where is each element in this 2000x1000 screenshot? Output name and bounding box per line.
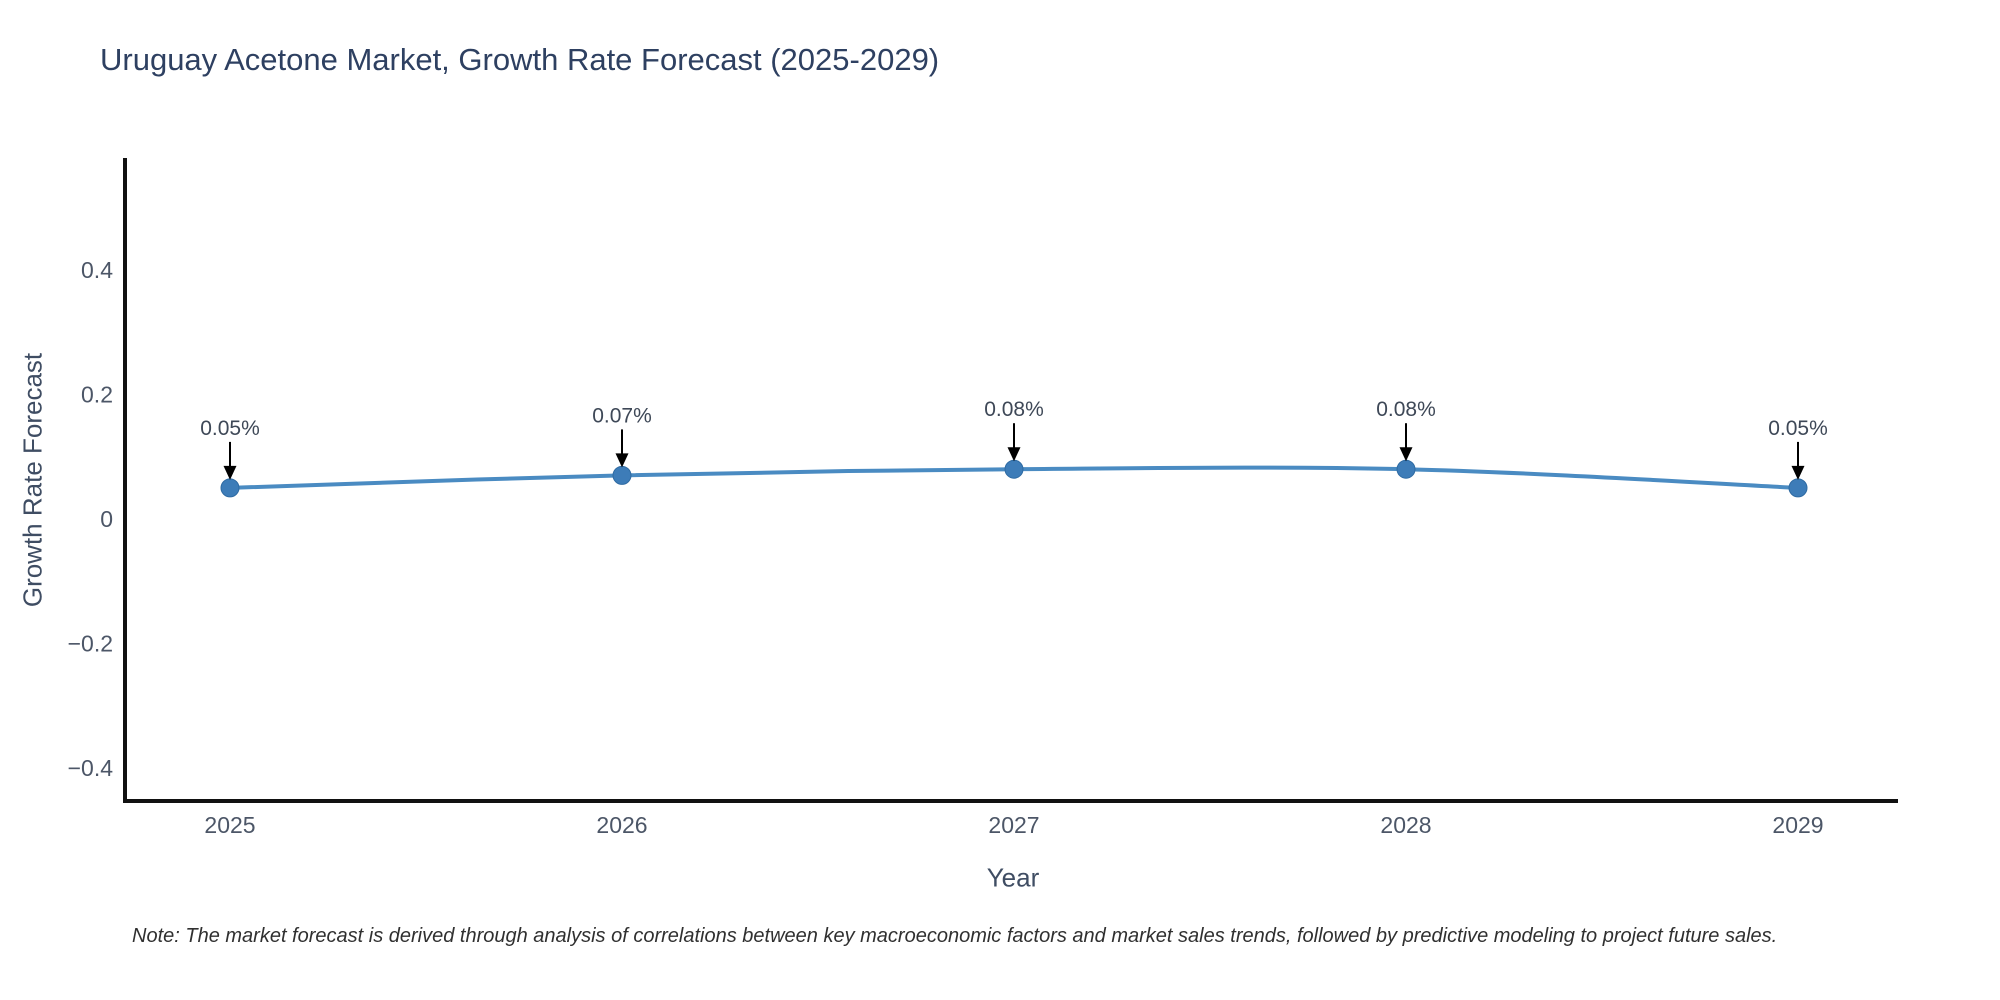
y-tick-label: 0.2 xyxy=(81,382,113,408)
data-point[interactable] xyxy=(220,478,240,498)
y-tick-label: −0.4 xyxy=(68,755,114,781)
x-tick-label: 2025 xyxy=(204,812,255,838)
annotation-arrowhead-icon xyxy=(1399,447,1413,462)
x-tick-label: 2027 xyxy=(988,812,1039,838)
annotation-arrowhead-icon xyxy=(1007,447,1021,462)
y-tick-label: 0.4 xyxy=(81,257,113,283)
y-axis-title: Growth Rate Forecast xyxy=(17,352,48,608)
data-point[interactable] xyxy=(612,465,632,485)
y-tick-label: 0 xyxy=(100,506,113,532)
annotation-arrowhead-icon xyxy=(223,465,237,480)
footnote: Note: The market forecast is derived thr… xyxy=(132,925,1778,947)
x-tick-label: 2026 xyxy=(596,812,647,838)
data-point[interactable] xyxy=(1396,459,1416,479)
data-point[interactable] xyxy=(1788,478,1808,498)
annotation-arrowhead-icon xyxy=(1791,465,1805,480)
x-tick-label: 2029 xyxy=(1772,812,1823,838)
y-tick-label: −0.2 xyxy=(68,631,113,657)
annotation-label: 0.07% xyxy=(592,404,652,427)
annotation-label: 0.08% xyxy=(1376,398,1436,421)
x-tick-label: 2028 xyxy=(1380,812,1431,838)
chart-title: Uruguay Acetone Market, Growth Rate Fore… xyxy=(100,42,940,77)
annotation-label: 0.08% xyxy=(984,398,1044,421)
annotation-arrowhead-icon xyxy=(615,453,629,468)
data-point[interactable] xyxy=(1004,459,1024,479)
x-axis-title: Year xyxy=(986,862,1040,893)
annotation-label: 0.05% xyxy=(200,417,260,440)
annotation-label: 0.05% xyxy=(1768,417,1828,440)
